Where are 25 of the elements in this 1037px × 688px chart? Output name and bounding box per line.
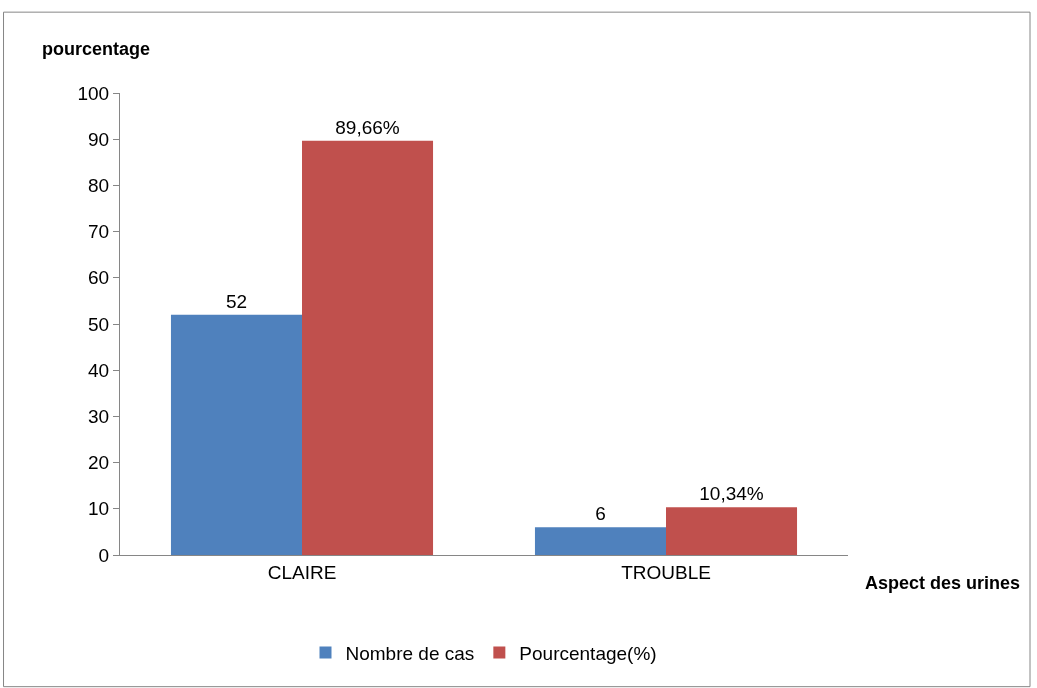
x-axis-title: Aspect des urines [865, 573, 1021, 593]
legend-label: Pourcentage(%) [519, 642, 657, 664]
data-label: 89,66% [335, 116, 400, 138]
data-label: 6 [595, 503, 606, 525]
y-tick-label: 20 [88, 452, 110, 474]
bar [534, 527, 666, 555]
x-tick-label: CLAIRE [267, 561, 337, 583]
y-tick-label: 50 [88, 313, 110, 335]
y-tick-label: 30 [88, 406, 110, 428]
y-tick-label: 100 [77, 82, 110, 104]
y-tick-label: 0 [98, 544, 110, 566]
y-tick-label: 60 [88, 267, 110, 289]
bar [170, 314, 302, 555]
y-axis-title: pourcentage [42, 39, 151, 59]
y-tick-label: 90 [88, 128, 110, 150]
data-label: 52 [225, 290, 248, 312]
y-tick-label: 40 [88, 359, 110, 381]
bar [302, 140, 434, 555]
bar [666, 507, 798, 555]
data-label: 10,34% [699, 483, 764, 505]
y-tick-label: 10 [88, 498, 110, 520]
x-tick-label: TROUBLE [621, 561, 711, 583]
y-tick-label: 70 [88, 221, 110, 243]
legend-label: Nombre de cas [345, 642, 475, 664]
y-tick-label: 80 [88, 175, 110, 197]
